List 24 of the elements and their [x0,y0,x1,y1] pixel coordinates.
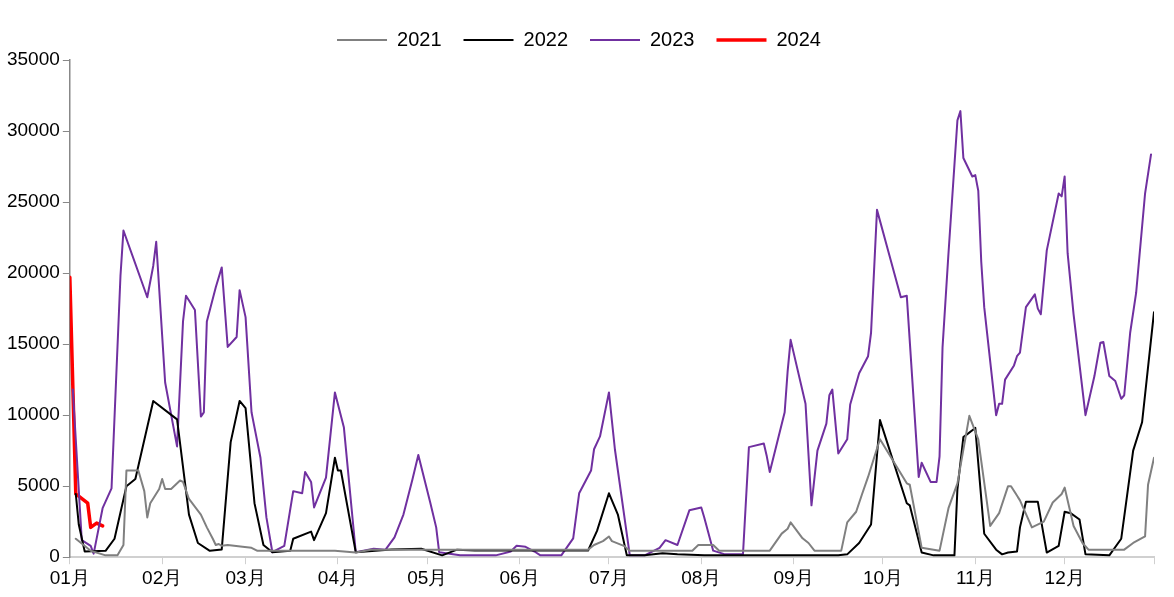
legend-label: 2023 [650,27,695,50]
y-tick-label: 35000 [6,48,60,70]
legend-label: 2022 [523,27,569,50]
x-tick-label: 04月 [317,566,358,588]
x-tick-label: 02月 [142,566,183,588]
y-tick-label: 0 [49,545,60,567]
legend-label: 2024 [776,27,821,50]
x-tick-label: 01月 [49,566,90,588]
y-tick-label: 20000 [6,261,60,283]
y-tick-label: 15000 [6,332,60,354]
y-tick-label: 10000 [6,403,60,425]
x-tick-label: 09月 [773,566,814,588]
x-tick-label: 12月 [1044,566,1085,588]
y-tick-label: 25000 [6,190,60,212]
x-tick-label: 08月 [681,566,722,588]
legend-label: 2021 [397,27,442,50]
y-tick-label: 5000 [17,474,60,496]
x-tick-label: 10月 [862,566,904,588]
y-tick-label: 30000 [6,119,60,141]
x-tick-label: 07月 [588,566,630,588]
x-tick-label: 06月 [499,566,540,588]
x-tick-label: 03月 [225,566,266,588]
x-tick-label: 11月 [955,566,995,588]
x-tick-label: 05月 [407,566,448,588]
